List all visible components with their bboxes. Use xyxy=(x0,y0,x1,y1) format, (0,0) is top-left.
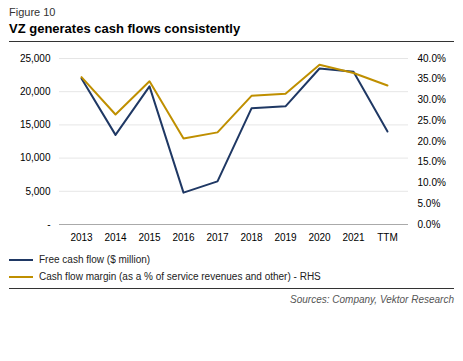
svg-text:15.0%: 15.0% xyxy=(418,156,446,167)
svg-text:2015: 2015 xyxy=(138,232,161,243)
html-text:Figure 10: Figure 10 xyxy=(9,6,56,18)
svg-text:5.0%: 5.0% xyxy=(418,198,441,209)
svg-text:20,000: 20,000 xyxy=(20,86,51,97)
svg-text:15,000: 15,000 xyxy=(20,119,51,130)
svg-text:2019: 2019 xyxy=(274,232,297,243)
svg-text:2021: 2021 xyxy=(342,232,365,243)
html-text:VZ generates cash flows consis: VZ generates cash flows consistently xyxy=(9,21,241,36)
svg-text:2014: 2014 xyxy=(104,232,127,243)
svg-text:2018: 2018 xyxy=(240,232,263,243)
svg-text:2013: 2013 xyxy=(70,232,93,243)
svg-text:35.0%: 35.0% xyxy=(418,73,446,84)
svg-text:10.0%: 10.0% xyxy=(418,177,446,188)
svg-text:2016: 2016 xyxy=(172,232,195,243)
html-text:Cash flow margin (as a % of se: Cash flow margin (as a % of service reve… xyxy=(39,271,321,282)
svg-text:TTM: TTM xyxy=(377,232,398,243)
svg-text:10,000: 10,000 xyxy=(20,152,51,163)
svg-text:25.0%: 25.0% xyxy=(418,115,446,126)
svg-text:40.0%: 40.0% xyxy=(418,53,446,64)
svg-text:2017: 2017 xyxy=(206,232,229,243)
svg-text:2020: 2020 xyxy=(308,232,331,243)
html-text:Sources: Company, Vektor Resea: Sources: Company, Vektor Research xyxy=(290,294,454,305)
svg-text:30.0%: 30.0% xyxy=(418,94,446,105)
svg-text:5,000: 5,000 xyxy=(25,186,50,197)
svg-text:20.0%: 20.0% xyxy=(418,136,446,147)
svg-text:0.0%: 0.0% xyxy=(418,219,441,230)
svg-text:25,000: 25,000 xyxy=(20,53,51,64)
html-text:Free cash flow ($ million): Free cash flow ($ million) xyxy=(39,254,151,265)
svg-text:-: - xyxy=(47,219,50,230)
